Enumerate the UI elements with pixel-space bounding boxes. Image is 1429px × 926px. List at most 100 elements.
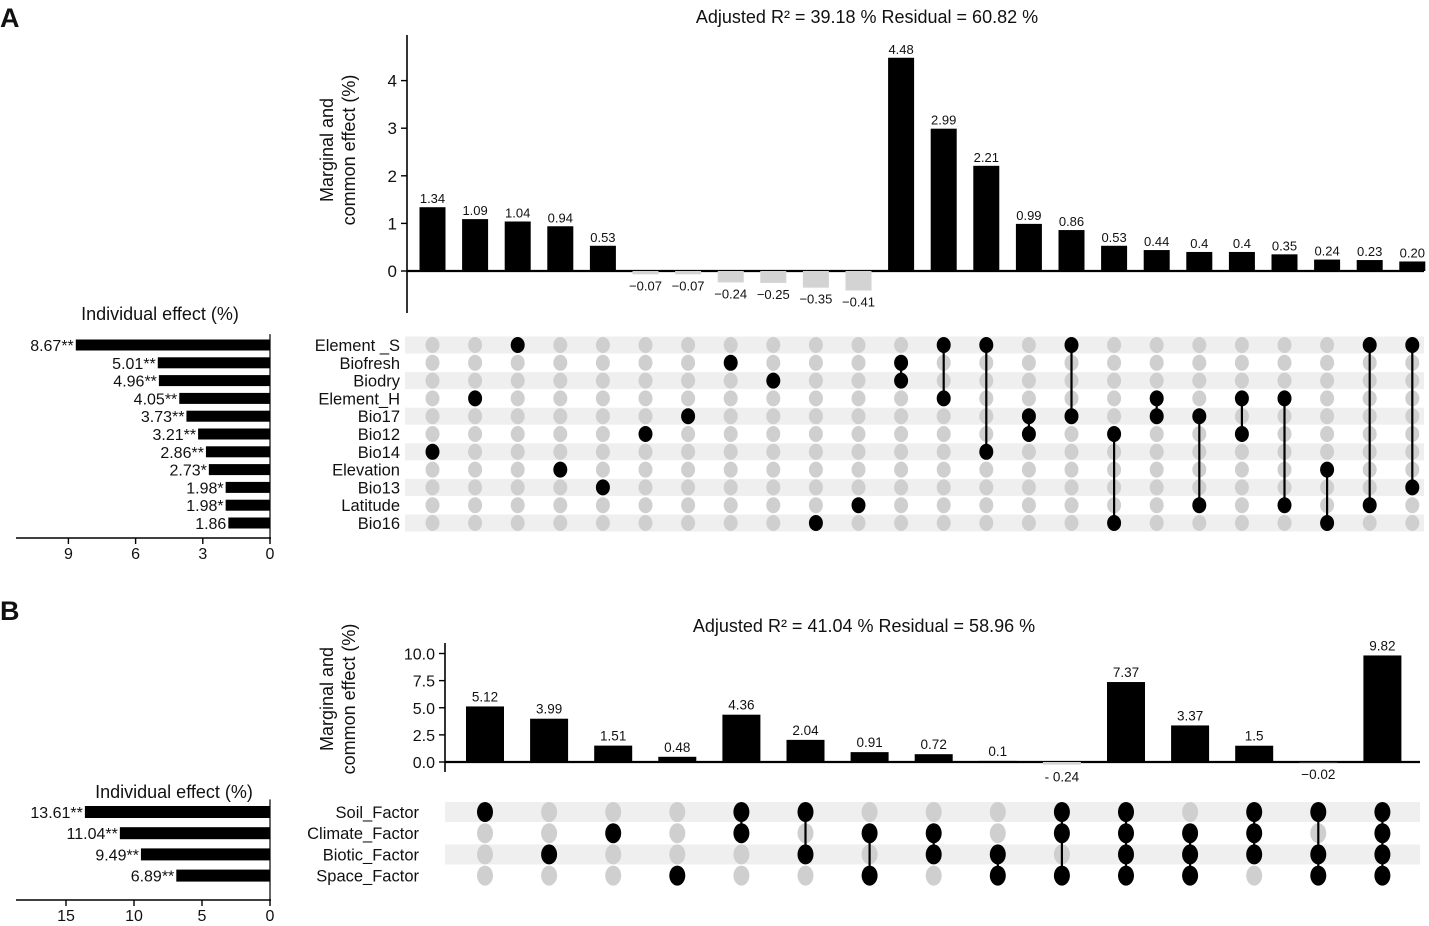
matrix-dot-inactive xyxy=(468,372,483,389)
matrix-dot-inactive xyxy=(425,408,440,425)
bar xyxy=(914,754,953,762)
individual-bar xyxy=(186,410,270,422)
matrix-dot-active xyxy=(894,372,909,389)
bar-value-label: 1.34 xyxy=(420,191,445,206)
bar-value-label: 3.99 xyxy=(536,702,562,717)
matrix-dot-inactive xyxy=(723,426,738,442)
matrix-dot-inactive xyxy=(638,372,653,389)
chart-title: Adjusted R² = 41.04 % Residual = 58.96 % xyxy=(693,616,1035,636)
matrix-dot-inactive xyxy=(595,443,610,460)
matrix-dot-inactive xyxy=(681,390,696,407)
individual-bar xyxy=(176,869,270,882)
matrix-dot-inactive xyxy=(1021,372,1036,389)
matrix-dot-inactive xyxy=(1192,390,1207,407)
matrix-dot-inactive xyxy=(1064,426,1079,442)
bar-value-label: 1.04 xyxy=(505,205,530,220)
matrix-dot-inactive xyxy=(1107,354,1122,371)
y-axis-label-line2: common effect (%) xyxy=(339,624,359,775)
matrix-dot-active xyxy=(1320,461,1335,478)
bar xyxy=(530,718,569,762)
bar xyxy=(850,752,889,762)
matrix-dot-active xyxy=(1277,390,1292,407)
bar xyxy=(466,706,504,762)
bar-value-label: 0.53 xyxy=(1101,230,1126,245)
matrix-dot-inactive xyxy=(468,443,483,460)
matrix-dot-inactive xyxy=(894,479,909,496)
matrix-dot-inactive xyxy=(595,408,610,425)
bar xyxy=(1228,251,1255,271)
matrix-dot-inactive xyxy=(595,372,610,389)
bar xyxy=(1143,250,1170,271)
matrix-dot-inactive xyxy=(595,390,610,407)
matrix-dot-active xyxy=(510,337,525,353)
set-label: Biofresh xyxy=(339,355,400,373)
matrix-dot-inactive xyxy=(1405,515,1420,531)
matrix-dot-inactive xyxy=(894,408,909,425)
matrix-dot-inactive xyxy=(669,844,686,865)
matrix-dot-inactive xyxy=(1149,461,1164,478)
matrix-dot-active xyxy=(861,823,878,844)
matrix-dot-inactive xyxy=(723,443,738,460)
bar-value-label: 0.48 xyxy=(664,740,690,755)
individual-x-tick-label: 0 xyxy=(266,908,275,925)
matrix-dot-inactive xyxy=(681,461,696,478)
bar xyxy=(722,714,761,762)
panel-letter: B xyxy=(0,596,20,626)
individual-bar xyxy=(205,446,270,458)
matrix-dot-inactive xyxy=(553,354,568,371)
individual-bar xyxy=(119,827,270,840)
bar-value-label: −0.02 xyxy=(1301,767,1335,782)
matrix-dot-active xyxy=(541,844,558,865)
bar xyxy=(632,271,659,275)
matrix-dot-inactive xyxy=(851,426,866,442)
individual-bar-label: 2.73* xyxy=(169,463,206,480)
matrix-dot-inactive xyxy=(468,426,483,442)
individual-bar-label: 4.96** xyxy=(113,374,157,391)
bar xyxy=(1399,261,1426,271)
matrix-dot-active xyxy=(979,337,994,353)
matrix-dot-inactive xyxy=(1234,461,1249,478)
matrix-dot-inactive xyxy=(477,865,493,886)
matrix-dot-inactive xyxy=(733,844,750,865)
matrix-dot-inactive xyxy=(425,372,440,389)
matrix-dot-inactive xyxy=(1149,443,1164,460)
matrix-dot-inactive xyxy=(1320,408,1335,425)
matrix-dot-inactive xyxy=(553,479,568,496)
matrix-dot-inactive xyxy=(808,337,823,353)
matrix-dot-inactive xyxy=(1064,515,1079,531)
bar xyxy=(786,739,825,762)
bar xyxy=(547,226,574,271)
individual-bar xyxy=(140,848,270,861)
individual-x-tick-label: 0 xyxy=(266,546,275,563)
bar xyxy=(717,271,744,283)
bar xyxy=(462,219,489,271)
matrix-dot-inactive xyxy=(681,337,696,353)
matrix-dot-inactive xyxy=(989,802,1006,822)
matrix-dot-active xyxy=(936,337,951,353)
matrix-dot-inactive xyxy=(1064,461,1079,478)
bar-value-label: −0.24 xyxy=(714,286,747,301)
matrix-dot-active xyxy=(425,443,440,460)
set-label: Bio13 xyxy=(358,479,400,497)
matrix-dot-active xyxy=(1149,408,1164,425)
matrix-dot-inactive xyxy=(681,497,696,514)
matrix-dot-inactive xyxy=(595,354,610,371)
matrix-dot-active xyxy=(936,390,951,407)
matrix-dot-inactive xyxy=(681,354,696,371)
matrix-dot-inactive xyxy=(595,461,610,478)
matrix-row-stripe xyxy=(405,407,1424,425)
matrix-dot-active xyxy=(1234,390,1249,407)
matrix-dot-inactive xyxy=(851,443,866,460)
bar-value-label: 2.99 xyxy=(931,113,956,128)
bar xyxy=(888,57,915,271)
bar-value-label: 1.09 xyxy=(462,203,487,218)
bar xyxy=(978,760,1017,762)
bar xyxy=(930,128,957,271)
bar xyxy=(658,756,697,762)
matrix-dot-inactive xyxy=(1021,479,1036,496)
bar xyxy=(1356,260,1383,271)
matrix-dot-inactive xyxy=(766,515,781,531)
bar xyxy=(1186,251,1213,271)
individual-bar xyxy=(225,481,270,493)
